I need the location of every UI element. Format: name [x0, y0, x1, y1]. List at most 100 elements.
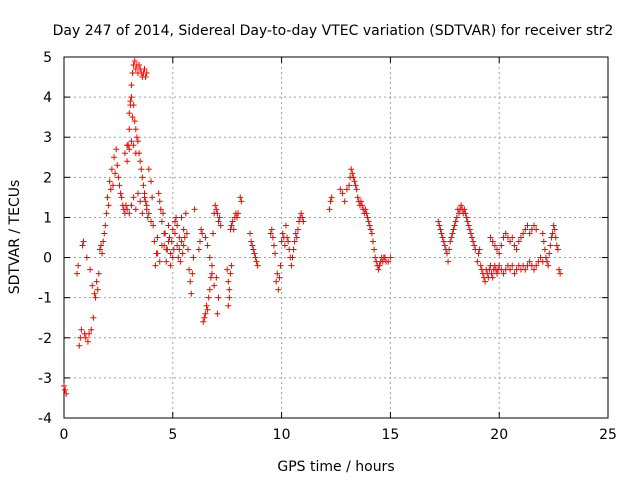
data-point	[489, 238, 496, 245]
data-point	[531, 222, 538, 229]
data-point	[467, 230, 474, 237]
data-point	[143, 202, 150, 209]
data-point	[141, 194, 148, 201]
data-point	[228, 262, 235, 269]
data-point	[439, 234, 446, 241]
data-point	[507, 238, 514, 245]
data-point	[112, 170, 119, 177]
data-point	[161, 230, 168, 237]
axis-ticks: 0 5 10 15 20 25 -4 -3 -2 -1 0 1 2 3 4 5	[38, 50, 617, 443]
data-point	[327, 198, 334, 205]
data-point	[108, 166, 115, 173]
data-point	[214, 210, 221, 217]
data-point	[346, 182, 353, 189]
data-point	[128, 138, 135, 145]
data-point	[522, 266, 529, 273]
data-point	[148, 178, 155, 185]
data-point	[191, 206, 198, 213]
y-tick-label: 1	[43, 210, 52, 226]
data-point	[124, 206, 131, 213]
data-point	[178, 238, 185, 245]
data-point	[163, 246, 170, 253]
data-point	[199, 230, 206, 237]
grid-lines	[64, 57, 608, 418]
data-point	[522, 226, 529, 233]
data-point	[102, 222, 109, 229]
data-point	[269, 234, 276, 241]
data-point	[127, 98, 134, 105]
data-point	[450, 226, 457, 233]
data-point	[227, 270, 234, 277]
data-point	[250, 246, 257, 253]
data-point	[75, 262, 82, 269]
data-point	[160, 210, 167, 217]
data-point	[438, 230, 445, 237]
data-point	[282, 222, 289, 229]
data-point	[203, 302, 210, 309]
plot-frame	[63, 56, 609, 419]
data-point	[206, 254, 213, 261]
data-point	[97, 242, 104, 249]
data-point	[489, 274, 496, 281]
data-point	[556, 266, 563, 273]
data-point	[175, 254, 182, 261]
data-point	[549, 230, 556, 237]
data-point	[176, 234, 183, 241]
data-point	[210, 230, 217, 237]
data-point	[275, 286, 282, 293]
data-point	[134, 138, 141, 145]
data-point	[469, 234, 475, 241]
data-point	[224, 266, 231, 273]
data-point	[551, 226, 558, 233]
data-point	[165, 238, 172, 245]
chart-title: Day 247 of 2014, Sidereal Day-to-day VTE…	[53, 23, 614, 39]
data-point	[145, 210, 152, 217]
data-point	[274, 270, 281, 277]
data-point	[300, 218, 307, 225]
data-point	[451, 222, 458, 229]
data-point	[515, 238, 522, 245]
data-point	[133, 134, 140, 141]
data-point	[341, 198, 348, 205]
data-point	[249, 242, 256, 249]
data-point	[130, 142, 137, 149]
data-point	[284, 234, 291, 241]
data-point	[115, 174, 122, 181]
data-point	[148, 218, 155, 225]
data-point	[215, 294, 222, 301]
data-point	[80, 238, 87, 245]
data-point	[507, 266, 514, 273]
data-point	[237, 194, 244, 201]
data-point	[502, 230, 509, 237]
data-point	[207, 274, 214, 281]
y-tick-label: 3	[43, 130, 52, 146]
data-point	[176, 246, 183, 253]
data-point	[477, 262, 484, 269]
data-point	[464, 218, 471, 225]
data-point	[155, 190, 162, 197]
data-point	[557, 270, 564, 277]
data-point	[235, 210, 242, 217]
data-point	[105, 202, 112, 209]
data-point	[99, 250, 106, 257]
data-point	[339, 190, 346, 197]
data-point	[452, 218, 459, 225]
data-point	[289, 254, 296, 261]
data-point	[328, 194, 335, 201]
data-point	[447, 238, 454, 245]
data-point	[550, 222, 557, 229]
data-point	[149, 194, 156, 201]
data-point	[113, 146, 120, 153]
data-point	[252, 254, 259, 261]
data-point	[362, 206, 369, 213]
data-point	[83, 254, 90, 261]
y-tick-label: -1	[38, 291, 52, 307]
data-point	[387, 254, 394, 261]
data-point	[109, 182, 116, 189]
data-point	[437, 226, 444, 233]
data-point	[107, 186, 114, 193]
data-point	[129, 70, 136, 77]
data-point	[371, 246, 378, 253]
data-point	[290, 246, 297, 253]
